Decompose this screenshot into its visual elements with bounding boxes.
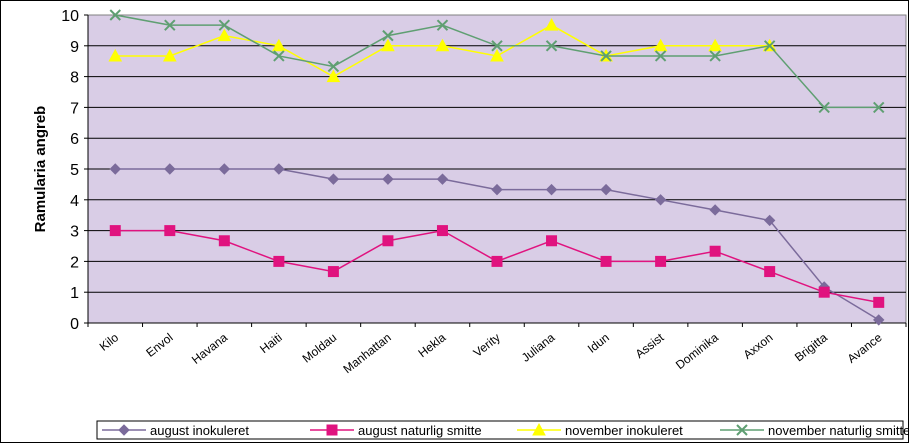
data-point — [218, 163, 231, 175]
legend-entry: august naturlig smitte — [310, 423, 482, 438]
legend-label: november naturlig smitte — [768, 423, 909, 438]
legend: august inokuleret august naturlig smitte n… — [96, 420, 909, 440]
legend-marker — [736, 424, 748, 436]
data-point — [490, 48, 504, 62]
y-tick-label: 0 — [70, 316, 79, 333]
data-point — [162, 48, 177, 62]
data-point — [544, 18, 559, 31]
y-tick-label: 8 — [70, 70, 79, 87]
legend-entry: november naturlig smitte — [720, 423, 909, 438]
data-point — [873, 314, 885, 326]
data-point — [109, 9, 121, 21]
y-tick-label: 6 — [70, 131, 79, 148]
data-point — [655, 255, 667, 267]
data-point — [164, 19, 176, 31]
data-point — [873, 101, 885, 114]
data-point — [763, 40, 776, 52]
data-point — [382, 29, 394, 42]
data-point — [709, 245, 721, 257]
y-tick-label: 2 — [70, 254, 79, 271]
data-point — [818, 101, 830, 114]
data-point — [600, 50, 612, 62]
legend-entry: november inokuleret — [517, 422, 683, 438]
data-point — [164, 163, 176, 175]
data-point — [109, 163, 121, 175]
y-tick-label: 5 — [70, 162, 79, 179]
data-point — [382, 173, 394, 185]
data-point — [709, 50, 721, 62]
y-tick-label: 7 — [70, 100, 79, 117]
data-point — [600, 255, 612, 267]
data-point — [164, 225, 176, 237]
data-point — [273, 163, 285, 175]
data-point — [708, 38, 722, 52]
legend-box — [96, 420, 904, 440]
y-tick-label: 10 — [61, 8, 79, 25]
legend-marker — [532, 422, 546, 436]
data-point — [436, 225, 448, 237]
data-point — [273, 255, 285, 267]
y-tick-label: 1 — [70, 285, 79, 302]
data-point — [218, 235, 230, 247]
legend-entry: august inokuleret — [102, 423, 249, 438]
data-point — [491, 183, 503, 196]
data-point — [873, 296, 885, 308]
data-point — [436, 173, 449, 185]
y-tick-label: 4 — [70, 193, 79, 210]
data-point — [491, 40, 503, 52]
data-point — [654, 194, 667, 206]
data-point — [218, 19, 231, 31]
data-point — [436, 19, 449, 31]
data-point — [654, 50, 667, 62]
data-point — [327, 266, 339, 278]
data-point — [435, 38, 450, 52]
data-point — [109, 225, 121, 237]
y-axis-ticks: 0 1 2 3 4 5 6 7 8 9 10 — [61, 8, 906, 333]
series-lines — [108, 9, 885, 326]
data-point — [653, 38, 668, 52]
data-point — [327, 173, 340, 185]
data-point — [491, 255, 503, 267]
data-point — [546, 235, 558, 247]
data-point — [272, 38, 286, 52]
y-tick-label: 3 — [70, 224, 79, 241]
data-point — [217, 28, 232, 42]
legend-label: november inokuleret — [565, 423, 683, 438]
data-point — [381, 38, 395, 52]
data-point — [763, 214, 776, 227]
data-point — [545, 183, 558, 196]
data-point — [818, 286, 830, 298]
data-point — [600, 183, 612, 196]
data-point — [273, 50, 285, 62]
legend-marker — [118, 424, 130, 436]
y-tick-label: 9 — [70, 39, 79, 56]
data-point — [327, 60, 340, 73]
legend-label: august inokuleret — [150, 423, 249, 438]
data-point — [326, 69, 341, 83]
legend-label: august naturlig smitte — [358, 423, 482, 438]
data-point — [108, 48, 123, 62]
data-point — [382, 235, 394, 247]
data-point — [545, 40, 558, 52]
series-4 — [109, 9, 885, 114]
y-axis-label: Ramularia angreb — [32, 106, 49, 233]
legend-marker — [326, 424, 338, 436]
series-2 — [109, 225, 885, 308]
data-point — [764, 266, 776, 278]
data-point — [709, 204, 721, 216]
